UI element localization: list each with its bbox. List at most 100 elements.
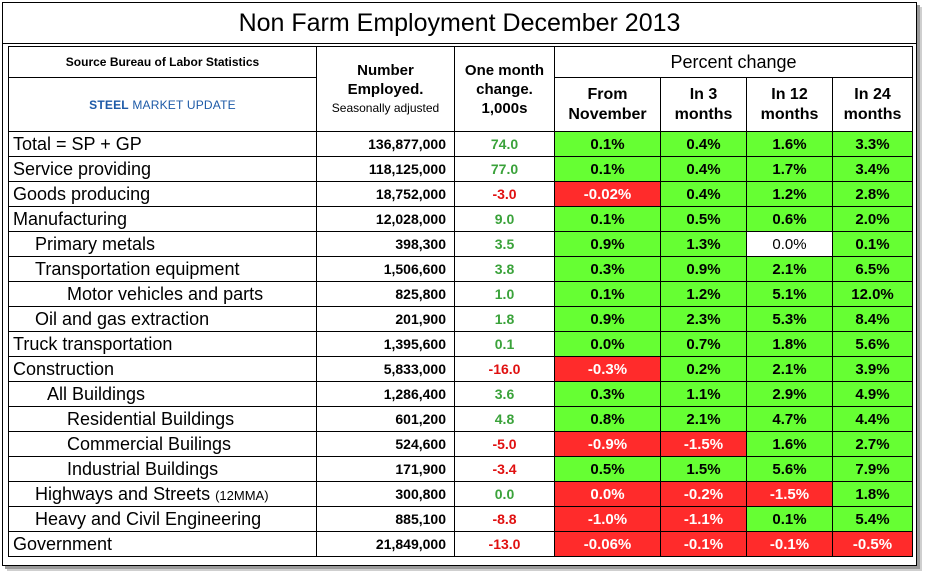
percent-change-cell: 3.4% xyxy=(831,156,914,182)
month-header-line3: 1,000s xyxy=(481,99,528,117)
number-header-line1: Number xyxy=(357,61,414,79)
percent-change-cell: 0.4% xyxy=(660,131,747,157)
row-label-text: Motor vehicles and parts xyxy=(67,283,264,304)
percent-change-cell: 0.9% xyxy=(554,231,661,257)
row-label-text: Construction xyxy=(13,358,115,379)
percent-change-cell: 0.3% xyxy=(554,381,661,407)
month-change-value: 3.8 xyxy=(454,256,555,282)
month-change-value: 3.6 xyxy=(454,381,555,407)
table-row: Manufacturing 12,028,000 9.0 0.1% 0.5% 0.6% 2.… xyxy=(8,206,914,232)
percent-change-cell: 0.0% xyxy=(554,481,661,507)
percent-change-cell: 5.4% xyxy=(831,506,914,532)
row-label: Heavy and Civil Engineering xyxy=(8,506,317,532)
employed-value: 825,800 xyxy=(316,281,455,307)
table-row: Construction 5,833,000 -16.0 -0.3% 0.2% 2.1% 3… xyxy=(8,356,914,382)
report-frame: Non Farm Employment December 2013 Source… xyxy=(2,2,917,566)
table-row: Primary metals 398,300 3.5 0.9% 1.3% 0.0% 0.1% xyxy=(8,231,914,257)
page-title: Non Farm Employment December 2013 xyxy=(3,3,916,44)
source-label: Source Bureau of Labor Statistics xyxy=(8,46,317,78)
row-label-text: Residential Buildings xyxy=(67,408,235,429)
month-change-value: 1.0 xyxy=(454,281,555,307)
month-change-value: -8.8 xyxy=(454,506,555,532)
table-row: All Buildings 1,286,400 3.6 0.3% 1.1% 2.9% 4.9… xyxy=(8,381,914,407)
percent-change-cell: -0.3% xyxy=(554,356,661,382)
number-header-line2: Employed. xyxy=(347,80,424,98)
table-row: Motor vehicles and parts 825,800 1.0 0.1% 1.… xyxy=(8,281,914,307)
row-label: Manufacturing xyxy=(8,206,317,232)
employed-value: 1,506,600 xyxy=(316,256,455,282)
row-label: Goods producing xyxy=(8,181,317,207)
percent-change-cell: -0.1% xyxy=(660,531,747,557)
employed-value: 398,300 xyxy=(316,231,455,257)
row-label: Oil and gas extraction xyxy=(8,306,317,332)
percent-change-cell: 1.6% xyxy=(746,131,833,157)
percent-change-cell: -0.06% xyxy=(554,531,661,557)
percent-change-cell: 0.1% xyxy=(554,156,661,182)
row-label-text: Industrial Buildings xyxy=(67,458,219,479)
table-row: Oil and gas extraction 201,900 1.8 0.9% 2.3%… xyxy=(8,306,914,332)
col3-line2: months xyxy=(760,105,819,123)
row-label-text: Heavy and Civil Engineering xyxy=(35,508,262,529)
row-label: All Buildings xyxy=(8,381,317,407)
percent-change-cell: 1.6% xyxy=(746,431,833,457)
percent-change-cell: 1.1% xyxy=(660,381,747,407)
number-header-line3: Seasonally adjusted xyxy=(331,100,440,115)
percent-change-cell: 0.1% xyxy=(554,206,661,232)
row-label-text: Government xyxy=(13,533,113,554)
month-change-value: -13.0 xyxy=(454,531,555,557)
row-label-text: Truck transportation xyxy=(13,333,173,354)
month-change-value: 3.5 xyxy=(454,231,555,257)
table-row: Truck transportation 1,395,600 0.1 0.0% 0.7%… xyxy=(8,331,914,357)
row-label: Motor vehicles and parts xyxy=(8,281,317,307)
col3-line1: In 12 xyxy=(771,85,808,103)
employed-value: 885,100 xyxy=(316,506,455,532)
percent-change-cell: -1.0% xyxy=(554,506,661,532)
percent-change-cell: 0.3% xyxy=(554,256,661,282)
percent-change-cell: 0.0% xyxy=(746,231,833,257)
percent-change-cell: 0.5% xyxy=(554,456,661,482)
col-3-months: In 3 months xyxy=(660,77,747,132)
percent-change-cell: 1.2% xyxy=(746,181,833,207)
percent-change-cell: 2.1% xyxy=(746,256,833,282)
percent-change-cell: 5.1% xyxy=(746,281,833,307)
percent-change-cell: 8.4% xyxy=(831,306,914,332)
row-label: Total = SP + GP xyxy=(8,131,317,157)
percent-change-cell: 2.1% xyxy=(746,356,833,382)
percent-change-cell: -0.5% xyxy=(831,531,914,557)
percent-change-cell: -0.9% xyxy=(554,431,661,457)
percent-change-cell: 7.9% xyxy=(831,456,914,482)
employed-value: 1,395,600 xyxy=(316,331,455,357)
row-label: Residential Buildings xyxy=(8,406,317,432)
percent-change-cell: 0.4% xyxy=(660,156,747,182)
percent-change-cell: 0.7% xyxy=(660,331,747,357)
percent-change-cell: 1.2% xyxy=(660,281,747,307)
month-change-value: -16.0 xyxy=(454,356,555,382)
employed-value: 21,849,000 xyxy=(316,531,455,557)
table-row: Industrial Buildings 171,900 -3.4 0.5% 1.5% 5… xyxy=(8,456,914,482)
row-label: Primary metals xyxy=(8,231,317,257)
month-change-value: 77.0 xyxy=(454,156,555,182)
percent-change-cell: 0.6% xyxy=(746,206,833,232)
row-label: Commercial Builings xyxy=(8,431,317,457)
row-label-text: Service providing xyxy=(13,158,152,179)
percent-change-header: Percent change xyxy=(553,46,914,78)
employed-value: 201,900 xyxy=(316,306,455,332)
table-row: Highways and Streets (12MMA) 300,800 0.0 0.… xyxy=(8,481,914,507)
month-change-value: 1.8 xyxy=(454,306,555,332)
steel-market-update-logo: STEEL MARKET UPDATE xyxy=(89,98,236,112)
month-change-header: One month change. 1,000s xyxy=(454,46,555,132)
col2-line2: months xyxy=(674,105,733,123)
percent-change-cell: 1.3% xyxy=(660,231,747,257)
percent-change-cell: 1.5% xyxy=(660,456,747,482)
month-change-value: 74.0 xyxy=(454,131,555,157)
percent-change-cell: 0.1% xyxy=(554,281,661,307)
row-label-text: Transportation equipment xyxy=(35,258,240,279)
col-12-months: In 12 months xyxy=(746,77,833,132)
percent-change-cell: 4.7% xyxy=(746,406,833,432)
percent-change-cell: -1.5% xyxy=(660,431,747,457)
month-header-line1: One month xyxy=(464,61,545,79)
employed-value: 524,600 xyxy=(316,431,455,457)
employed-value: 136,877,000 xyxy=(316,131,455,157)
row-label: Transportation equipment xyxy=(8,256,317,282)
percent-change-cell: 1.8% xyxy=(831,481,914,507)
